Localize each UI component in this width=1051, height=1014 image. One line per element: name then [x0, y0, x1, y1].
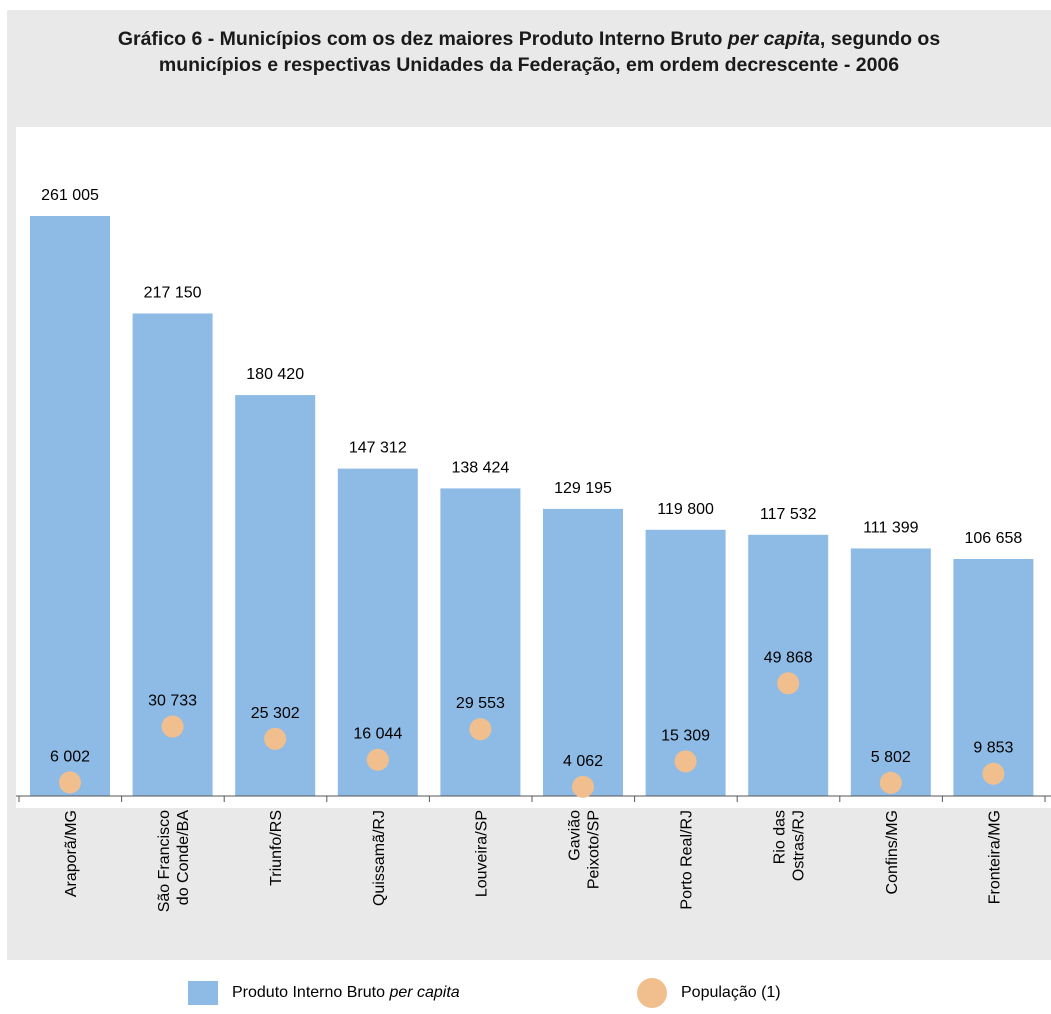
x-tick-label-0: Araporã/MG	[63, 810, 80, 897]
bar-5	[543, 508, 623, 796]
x-tick-label-line: Louveira/SP	[473, 810, 490, 897]
legend-label-pop: População (1)	[681, 984, 781, 1001]
bar-value-label-3: 147 312	[349, 440, 407, 457]
population-dot-0	[59, 771, 81, 794]
bar-value-label-6: 119 800	[657, 501, 714, 518]
x-tick-label-8: Confins/MG	[884, 810, 901, 894]
x-tick-label-line: São Francisco	[156, 810, 173, 912]
population-dot-9	[982, 762, 1005, 785]
x-tick-label-line: do Conde/BA	[175, 810, 192, 906]
x-tick-label-7: Rio das Ostras/RJ	[772, 810, 808, 881]
chart-title: Gráfico 6 - Municípios com os dez maiore…	[7, 26, 1051, 78]
legend-label-pib-text: Produto Interno Bruto	[232, 984, 390, 1001]
population-value-label-2: 25 302	[251, 705, 300, 722]
x-tick-label-line: Fronteira/MG	[986, 810, 1003, 904]
bar-value-label-2: 180 420	[246, 366, 304, 383]
legend-item-pib: Produto Interno Bruto per capita	[188, 981, 460, 1005]
legend: Produto Interno Bruto per capita Populaç…	[0, 960, 1051, 1014]
bar-value-label-1: 217 150	[144, 284, 202, 301]
bar-9	[953, 558, 1034, 796]
x-tick-label-line: Araporã/MG	[63, 810, 80, 897]
x-tick-label-9: Fronteira/MG	[986, 810, 1003, 904]
chart-svg: 261 005 217 150 180 420 147 312 138 424 129 1…	[16, 187, 1051, 913]
population-dot-3	[366, 748, 389, 771]
x-tick-label-4: Louveira/SP	[473, 810, 490, 897]
x-tick-label-line: Confins/MG	[884, 810, 901, 894]
bar-3	[337, 468, 418, 796]
title-text-italic: per capita	[727, 28, 820, 50]
chart-title-line2: municípios e respectivas Unidades da Fed…	[158, 54, 900, 76]
x-tick-label-2: Triunfo/RS	[268, 810, 285, 886]
x-tick-label-3: Quissamã/RJ	[371, 810, 388, 906]
population-value-label-8: 5 802	[871, 749, 911, 766]
x-tick-label-6: Porto Real/RJ	[679, 810, 696, 910]
bar-value-label-5: 129 195	[554, 480, 612, 497]
population-dot-4	[469, 718, 492, 741]
population-dot-1	[161, 715, 184, 738]
legend-bar-swatch	[188, 981, 218, 1005]
title-text-a: Gráfico 6 - Municípios com os dez maiore…	[117, 28, 728, 50]
population-dot-2	[264, 727, 287, 750]
x-tick-label-line: Peixoto/SP	[586, 810, 603, 889]
population-dot-8	[879, 771, 902, 794]
population-value-label-4: 29 553	[456, 695, 505, 712]
population-dot-7	[777, 672, 800, 695]
legend-dot-swatch	[637, 978, 667, 1008]
bar-0	[30, 216, 110, 796]
population-value-label-9: 9 853	[973, 740, 1013, 757]
x-tick-label-1: São Francisco do Conde/BA	[156, 810, 192, 913]
population-value-label-3: 16 044	[353, 726, 402, 743]
x-tick-label-line: Ostras/RJ	[791, 810, 808, 881]
bar-8	[850, 548, 931, 796]
x-tick-label-line: Quissamã/RJ	[371, 810, 388, 906]
population-dot-6	[674, 750, 697, 773]
population-value-label-7: 49 868	[764, 649, 813, 666]
bar-7	[748, 534, 829, 796]
legend-label-pib: Produto Interno Bruto per capita	[232, 984, 460, 1002]
x-tick-label-line: Triunfo/RS	[268, 810, 285, 886]
bar-value-label-4: 138 424	[451, 459, 509, 476]
legend-label-pib-italic: per capita	[389, 984, 460, 1001]
x-tick-label-line: Rio das	[772, 810, 789, 864]
population-value-label-0: 6 002	[50, 748, 90, 765]
bar-value-label-0: 261 005	[41, 187, 99, 204]
x-tick-label-5: Gavião Peixoto/SP	[567, 810, 603, 889]
x-tick-label-line: Porto Real/RJ	[679, 810, 696, 910]
chart-title-line1: Gráfico 6 - Municípios com os dez maiore…	[7, 26, 1051, 52]
bar-value-label-7: 117 532	[760, 506, 817, 523]
x-tick-label-line: Gavião	[567, 810, 584, 861]
population-value-label-6: 15 309	[661, 727, 710, 744]
bar-4	[440, 488, 521, 796]
bar-value-label-9: 106 658	[964, 530, 1022, 547]
population-value-label-1: 30 733	[148, 693, 197, 710]
legend-item-pop: População (1)	[637, 978, 781, 1008]
bar-value-label-8: 111 399	[863, 519, 919, 536]
population-dot-5	[572, 775, 594, 798]
title-text-b: , segundo os	[819, 28, 941, 50]
population-value-label-5: 4 062	[563, 753, 603, 770]
